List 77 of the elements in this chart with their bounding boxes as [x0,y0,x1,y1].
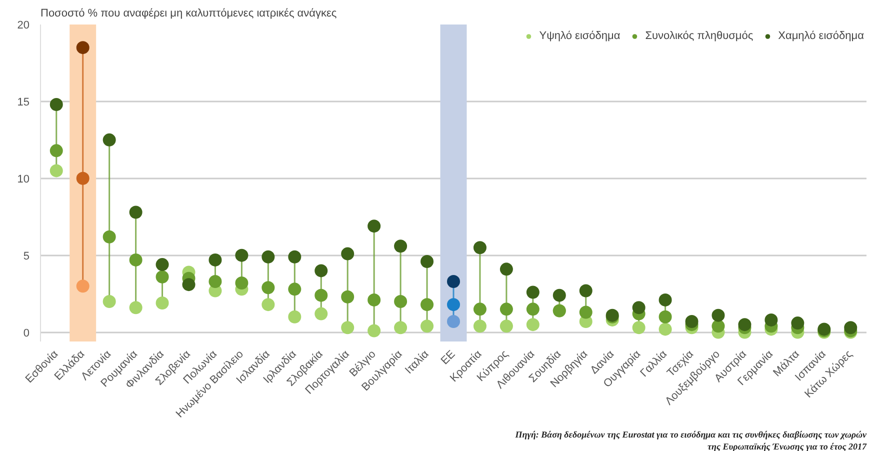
chart-title: Ποσοστό % που αναφέρει μη καλυπτόμενες ιατρικές ανάγκες [40,8,337,20]
point [156,270,169,284]
point [235,276,248,290]
point [288,310,302,324]
point [341,247,354,260]
point [368,220,381,233]
point [314,288,328,302]
point [473,241,486,254]
point [579,306,592,319]
point [712,320,725,333]
point [500,302,513,316]
point [288,282,302,296]
point [102,230,116,244]
point [764,313,778,326]
legend-label: Συνολικός πληθυσμός [645,30,754,42]
point [50,98,63,112]
point [447,298,460,312]
point [129,206,142,219]
point [288,250,302,264]
point [738,318,752,332]
point [129,301,142,314]
point [658,293,672,306]
point [526,318,540,332]
point [552,288,566,302]
point [262,298,275,312]
point [262,281,275,294]
point [632,301,646,314]
point [76,172,90,185]
point [102,295,116,308]
point [500,262,513,276]
point [76,280,90,293]
point [394,295,408,308]
point [658,322,672,336]
point [473,320,486,333]
point [182,278,196,292]
point [208,253,222,266]
point [50,144,63,158]
point [791,316,804,330]
point [368,324,381,338]
point [420,320,434,333]
point [394,240,408,253]
legend-label: Χαμηλό εισόδημα [778,30,864,42]
point [500,320,513,333]
y-tick-label: 10 [17,173,30,186]
point [262,250,275,264]
point [156,258,169,272]
point [368,293,381,306]
y-tick-label: 15 [17,96,30,108]
point [156,296,169,310]
point [844,321,858,334]
point [235,248,248,262]
point [129,253,142,266]
point [685,315,698,328]
point [447,315,460,328]
point [526,286,540,299]
legend-label: Υψηλό εισόδημα [539,30,620,42]
point [420,254,434,268]
point [526,302,540,316]
point [420,298,434,312]
point [712,308,725,322]
y-tick-label: 20 [17,20,30,32]
point [341,290,354,304]
point [658,310,672,324]
point [579,284,592,298]
point [102,133,116,146]
y-tick-label: 0 [23,327,30,340]
point [314,307,328,320]
point [473,302,486,316]
y-tick-label: 5 [23,250,30,262]
point [50,164,63,178]
point [208,275,222,288]
point [341,321,354,334]
point [314,264,328,278]
point [76,41,90,54]
point [632,321,646,334]
point [447,275,460,288]
point [394,321,408,334]
